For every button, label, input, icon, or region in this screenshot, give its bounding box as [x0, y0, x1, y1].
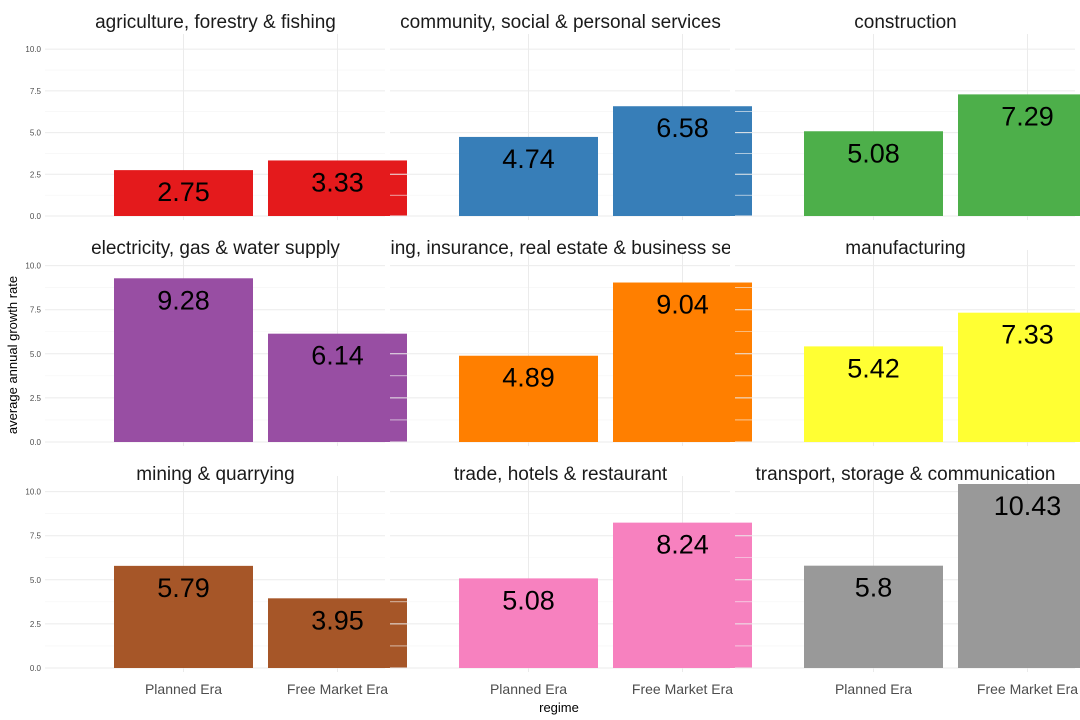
- facet-panel: trade, hotels & restaurant 5.08 8.24 Planne…: [390, 464, 752, 697]
- bar: [804, 131, 943, 216]
- bar: [114, 278, 253, 442]
- x-tick-label: Planned Era: [490, 681, 567, 697]
- x-tick-label: Free Market Era: [287, 681, 388, 697]
- facet-panel: construction 5.08 7.29: [735, 12, 1080, 220]
- bar-value-label: 2.75: [157, 177, 210, 207]
- facet-panel: mining & quarrying 0.0 2.5 5.0 7.5 10.0 5.79 3.…: [25, 464, 407, 697]
- bar-value-label: 3.33: [311, 167, 364, 197]
- facet-title: trade, hotels & restaurant: [454, 464, 668, 485]
- facet-title: community, social & personal services: [400, 12, 721, 33]
- bar: [459, 355, 598, 442]
- x-tick-label: Free Market Era: [977, 681, 1078, 697]
- y-tick-label: 5.0: [30, 350, 42, 359]
- bar: [268, 598, 407, 668]
- x-axis-title: regime: [539, 700, 579, 715]
- y-tick-label: 5.0: [30, 129, 42, 138]
- y-tick-label: 10.0: [25, 262, 41, 271]
- bar-value-label: 8.24: [656, 530, 709, 560]
- bar: [114, 565, 253, 668]
- facet-title: construction: [854, 12, 956, 33]
- facet-title: financing, insurance, real estate & busi…: [340, 238, 781, 259]
- facet-title: electricity, gas & water supply: [91, 238, 340, 259]
- y-tick-label: 2.5: [30, 394, 42, 403]
- bar: [459, 136, 598, 216]
- facet-panel: manufacturing 5.42 7.33: [735, 238, 1080, 446]
- x-tick-label: Free Market Era: [632, 681, 733, 697]
- y-tick-label: 2.5: [30, 170, 42, 179]
- y-tick-label: 10.0: [25, 488, 41, 497]
- bar-value-label: 9.28: [157, 285, 210, 315]
- bar: [613, 282, 752, 442]
- bar: [958, 312, 1080, 442]
- facet-panel: transport, storage & communication 5.8 10.…: [735, 464, 1080, 697]
- bar-value-label: 4.89: [502, 363, 555, 393]
- facet-title: manufacturing: [845, 238, 965, 259]
- bar-value-label: 3.95: [311, 605, 364, 635]
- x-tick-label: Planned Era: [835, 681, 912, 697]
- facet-title: mining & quarrying: [136, 464, 294, 485]
- bar: [613, 106, 752, 216]
- facet-panel: community, social & personal services 4.7…: [390, 12, 752, 220]
- bar: [268, 160, 407, 216]
- bar: [613, 522, 752, 668]
- y-tick-label: 7.5: [30, 306, 42, 315]
- y-tick-label: 2.5: [30, 620, 42, 629]
- facet-title: transport, storage & communication: [756, 464, 1056, 485]
- bar-value-label: 4.74: [502, 144, 555, 174]
- x-tick-label: Planned Era: [145, 681, 222, 697]
- bar-value-label: 5.42: [847, 353, 900, 383]
- y-tick-label: 7.5: [30, 532, 42, 541]
- y-tick-label: 0.0: [30, 664, 42, 673]
- y-tick-label: 7.5: [30, 87, 42, 96]
- bar-value-label: 6.58: [656, 113, 709, 143]
- y-tick-label: 0.0: [30, 438, 42, 447]
- bar-value-label: 7.29: [1001, 101, 1054, 131]
- facet-title: agriculture, forestry & fishing: [95, 12, 336, 33]
- bar-value-label: 5.08: [502, 585, 555, 615]
- bar-value-label: 9.04: [656, 290, 709, 320]
- y-tick-label: 10.0: [25, 45, 41, 54]
- bar-value-label: 5.08: [847, 138, 900, 168]
- bar-value-label: 10.43: [994, 491, 1062, 521]
- bar: [804, 346, 943, 442]
- bar: [958, 94, 1080, 216]
- bar: [114, 170, 253, 216]
- bar-value-label: 6.14: [311, 341, 364, 371]
- facet-panel: financing, insurance, real estate & busi…: [340, 238, 781, 446]
- y-axis-title: average annual growth rate: [5, 276, 20, 434]
- facet-panel: agriculture, forestry & fishing 0.0 2.5 5.0…: [25, 12, 407, 221]
- bar-value-label: 5.8: [855, 573, 893, 603]
- bar-value-label: 7.33: [1001, 320, 1054, 350]
- bar-value-label: 5.79: [157, 573, 210, 603]
- bar: [459, 578, 598, 668]
- bar: [804, 565, 943, 668]
- y-tick-label: 5.0: [30, 576, 42, 585]
- y-tick-label: 0.0: [30, 212, 42, 221]
- bar: [268, 333, 407, 442]
- facet-panel: electricity, gas & water supply 0.0 2.5 5.0…: [25, 238, 407, 447]
- bar: [958, 484, 1080, 668]
